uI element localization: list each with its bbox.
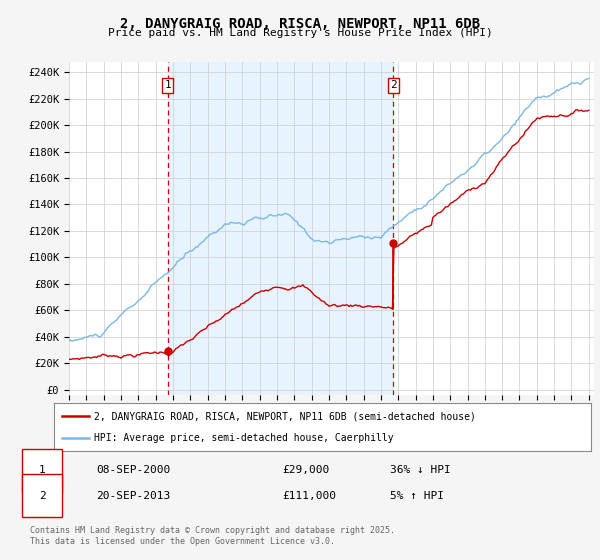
Text: 2, DANYGRAIG ROAD, RISCA, NEWPORT, NP11 6DB (semi-detached house): 2, DANYGRAIG ROAD, RISCA, NEWPORT, NP11 … bbox=[94, 411, 476, 421]
Text: 20-SEP-2013: 20-SEP-2013 bbox=[96, 491, 170, 501]
Text: Contains HM Land Registry data © Crown copyright and database right 2025.
This d: Contains HM Land Registry data © Crown c… bbox=[30, 526, 395, 546]
Text: 2: 2 bbox=[38, 491, 46, 501]
Text: Price paid vs. HM Land Registry's House Price Index (HPI): Price paid vs. HM Land Registry's House … bbox=[107, 28, 493, 38]
Text: HPI: Average price, semi-detached house, Caerphilly: HPI: Average price, semi-detached house,… bbox=[94, 433, 394, 443]
Bar bbox=[167, 62, 394, 395]
Text: 1: 1 bbox=[38, 465, 46, 475]
Text: 2: 2 bbox=[390, 81, 397, 90]
Text: £111,000: £111,000 bbox=[282, 491, 336, 501]
Text: 08-SEP-2000: 08-SEP-2000 bbox=[96, 465, 170, 475]
Text: 36% ↓ HPI: 36% ↓ HPI bbox=[390, 465, 451, 475]
Text: 2, DANYGRAIG ROAD, RISCA, NEWPORT, NP11 6DB: 2, DANYGRAIG ROAD, RISCA, NEWPORT, NP11 … bbox=[120, 17, 480, 31]
Text: 1: 1 bbox=[164, 81, 171, 90]
Text: 5% ↑ HPI: 5% ↑ HPI bbox=[390, 491, 444, 501]
Text: £29,000: £29,000 bbox=[282, 465, 329, 475]
